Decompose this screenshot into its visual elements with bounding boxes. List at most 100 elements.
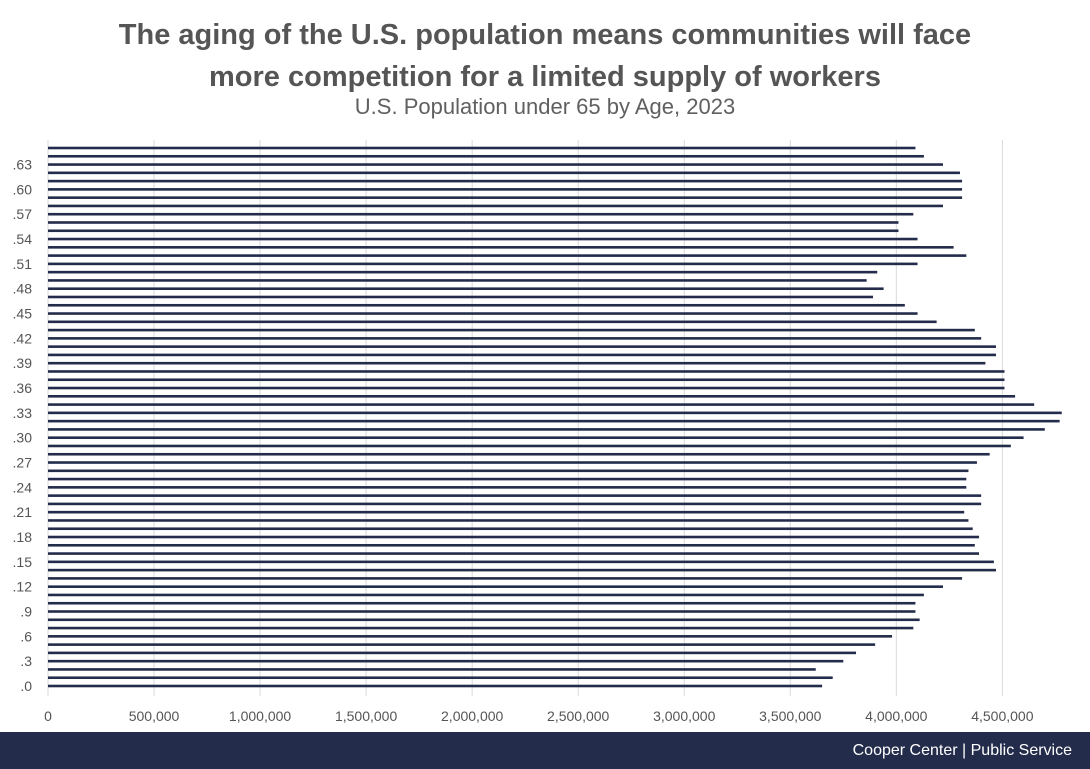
y-tick-label: .15 — [13, 554, 33, 570]
y-tick-label: .0 — [20, 678, 32, 694]
bar — [48, 353, 997, 357]
bar — [48, 303, 905, 307]
y-tick-label: .12 — [13, 579, 33, 595]
bars — [48, 146, 1062, 688]
bar — [48, 270, 878, 274]
y-tick-label: .42 — [13, 330, 33, 346]
y-tick-label: .60 — [13, 181, 33, 197]
bar — [48, 411, 1062, 415]
y-tick-label: .9 — [20, 604, 32, 620]
x-tick-label: 4,500,000 — [971, 708, 1033, 724]
x-tick-label: 500,000 — [129, 708, 180, 724]
bar — [48, 246, 954, 249]
bar — [48, 519, 969, 522]
bar — [48, 395, 1016, 398]
bar — [48, 452, 990, 456]
y-tick-label: .48 — [13, 281, 33, 297]
bar-chart: .0 .3 .6 .9 .12 .15 .18 .21 .24 .27 .30 .33 .36 .39 .4… — [13, 140, 1062, 724]
bar — [48, 179, 963, 183]
bar — [48, 436, 1024, 439]
bar — [48, 204, 943, 208]
bar — [48, 287, 884, 291]
footer-credit: Cooper Center | Public Service — [852, 742, 1072, 759]
bar — [48, 643, 876, 646]
bar — [48, 543, 975, 547]
y-tick-label: .18 — [13, 529, 33, 545]
bar — [48, 477, 967, 481]
y-tick-label: .3 — [20, 653, 32, 669]
bar — [48, 188, 963, 191]
bar — [48, 444, 1011, 448]
x-tick-label: 0 — [44, 708, 52, 724]
y-tick-label: .24 — [13, 479, 33, 495]
bar — [48, 684, 823, 688]
x-tick-label: 1,500,000 — [335, 708, 397, 724]
x-tick-label: 2,000,000 — [441, 708, 503, 724]
bar — [48, 486, 967, 489]
bar — [48, 262, 918, 266]
bar — [48, 237, 918, 241]
x-axis-ticks: 0 500,000 1,000,000 1,500,000 2,000,000 2,500… — [44, 708, 1034, 724]
bar — [48, 229, 899, 233]
bar — [48, 171, 960, 175]
x-tick-label: 2,500,000 — [547, 708, 609, 724]
y-tick-label: .63 — [13, 157, 33, 173]
bar — [48, 659, 844, 663]
bar — [48, 585, 943, 588]
bar — [48, 212, 914, 216]
bar — [48, 345, 997, 348]
bar — [48, 469, 969, 473]
bar — [48, 328, 975, 332]
bar — [48, 146, 916, 150]
bar — [48, 378, 1005, 382]
x-tick-label: 4,000,000 — [865, 708, 927, 724]
chart-title-line-1: The aging of the U.S. population means c… — [118, 19, 972, 51]
bar — [48, 577, 963, 580]
bar — [48, 601, 916, 605]
bar — [48, 535, 980, 539]
bar — [48, 510, 965, 514]
bar — [48, 154, 924, 158]
bar — [48, 552, 980, 555]
y-tick-label: .27 — [13, 455, 33, 471]
bar — [48, 560, 994, 564]
y-tick-label: .6 — [20, 628, 32, 644]
y-axis-ticks: .0 .3 .6 .9 .12 .15 .18 .21 .24 .27 .30 .33 .36 .39 .4… — [13, 157, 33, 694]
bar — [48, 593, 924, 597]
bar — [48, 279, 867, 282]
chart-title-line-2: more competition for a limited supply of… — [209, 61, 881, 93]
bar — [48, 527, 973, 531]
y-tick-label: .57 — [13, 206, 33, 222]
bar — [48, 568, 997, 572]
bar — [48, 370, 1005, 373]
bar — [48, 494, 982, 497]
bar — [48, 461, 977, 464]
bar — [48, 502, 982, 506]
x-tick-label: 3,000,000 — [653, 708, 715, 724]
chart-subtitle: U.S. Population under 65 by Age, 2023 — [354, 94, 736, 119]
x-tick-label: 1,000,000 — [229, 708, 291, 724]
bar — [48, 635, 893, 638]
bar — [48, 361, 986, 365]
bar — [48, 196, 963, 199]
y-tick-label: .36 — [13, 380, 33, 396]
y-tick-label: .54 — [13, 231, 33, 247]
bar — [48, 295, 874, 299]
bar — [48, 386, 1005, 390]
chart-title: The aging of the U.S. population means c… — [0, 14, 1090, 98]
bar — [48, 312, 918, 315]
bar — [48, 626, 914, 630]
y-tick-label: .51 — [13, 256, 33, 272]
bar — [48, 163, 943, 166]
bar — [48, 337, 982, 340]
bar — [48, 651, 857, 655]
bar — [48, 320, 937, 324]
footer-bar: Cooper Center | Public Service — [0, 732, 1090, 769]
x-tick-label: 3,500,000 — [759, 708, 821, 724]
y-tick-label: .33 — [13, 405, 33, 421]
y-tick-label: .39 — [13, 355, 33, 371]
bar — [48, 419, 1060, 423]
y-tick-label: .45 — [13, 306, 33, 322]
bar — [48, 428, 1045, 431]
